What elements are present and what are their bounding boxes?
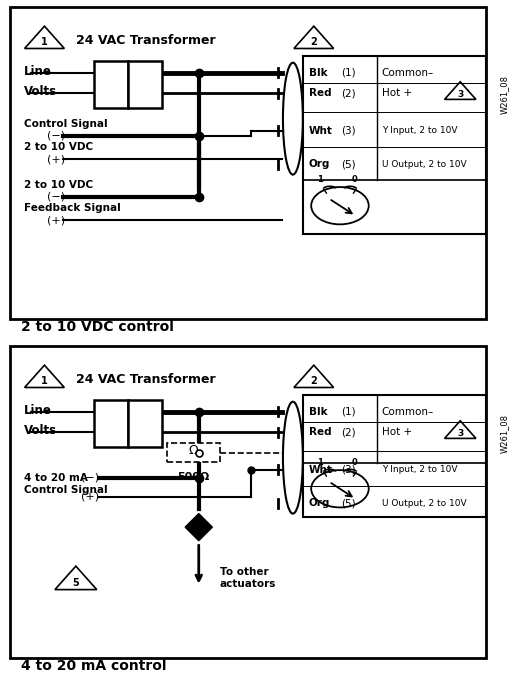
Text: 3: 3 (457, 428, 463, 437)
Bar (128, 400, 162, 447)
Polygon shape (185, 514, 212, 541)
Text: (3): (3) (341, 125, 356, 136)
Text: Org: Org (309, 159, 330, 170)
Ellipse shape (283, 401, 303, 514)
Text: 2 to 10 VDC control: 2 to 10 VDC control (21, 320, 174, 334)
Text: (+): (+) (47, 216, 65, 225)
Text: Red: Red (309, 427, 331, 437)
Text: 1: 1 (317, 176, 323, 184)
Text: 2: 2 (311, 37, 317, 47)
Text: 4 to 20 mA control: 4 to 20 mA control (21, 659, 166, 673)
Text: (+): (+) (81, 492, 99, 502)
Text: 2: 2 (311, 376, 317, 386)
Text: 0: 0 (351, 458, 357, 467)
Text: Line: Line (24, 403, 51, 417)
Text: Y Input, 2 to 10V: Y Input, 2 to 10V (382, 465, 457, 474)
Text: (−): (−) (47, 131, 65, 140)
Text: Line: Line (24, 64, 51, 78)
Text: Volts: Volts (24, 424, 56, 437)
Text: 24 VAC Transformer: 24 VAC Transformer (76, 373, 215, 386)
Text: (−): (−) (81, 473, 99, 483)
Text: Y Input, 2 to 10V: Y Input, 2 to 10V (382, 126, 457, 135)
Text: Volts: Volts (24, 85, 56, 98)
Text: Blk: Blk (309, 407, 327, 417)
Text: (2): (2) (341, 427, 356, 437)
Text: Red: Red (309, 88, 331, 98)
Text: W261_08: W261_08 (500, 75, 509, 115)
Text: (1): (1) (341, 407, 356, 417)
Text: 2 to 10 VDC: 2 to 10 VDC (24, 142, 93, 153)
Bar (94, 61, 128, 108)
Text: 0: 0 (351, 176, 357, 184)
Text: (5): (5) (341, 159, 356, 170)
Text: 24 VAC Transformer: 24 VAC Transformer (76, 34, 215, 47)
Text: 1: 1 (41, 37, 48, 47)
Bar (128, 61, 162, 108)
Text: (−): (−) (47, 192, 65, 201)
Text: Control Signal: Control Signal (24, 485, 107, 495)
Text: Common–: Common– (382, 68, 434, 78)
Text: Hot +: Hot + (382, 427, 412, 437)
Text: (5): (5) (341, 498, 356, 508)
Text: Control Signal: Control Signal (24, 119, 107, 129)
Text: (2): (2) (341, 88, 356, 98)
Text: 2 to 10 VDC: 2 to 10 VDC (24, 180, 93, 190)
Text: 1: 1 (317, 458, 323, 467)
Text: Feedback Signal: Feedback Signal (24, 203, 120, 214)
Text: Common–: Common– (382, 407, 434, 417)
Ellipse shape (283, 62, 303, 174)
Bar (303, 395, 486, 517)
Bar (303, 56, 486, 234)
Text: (3): (3) (341, 464, 356, 475)
Text: U Output, 2 to 10V: U Output, 2 to 10V (382, 499, 467, 508)
Text: 4 to 20 mA: 4 to 20 mA (24, 473, 87, 483)
Text: U Output, 2 to 10V: U Output, 2 to 10V (382, 160, 467, 169)
Text: 5: 5 (73, 578, 79, 588)
Text: (+): (+) (47, 155, 65, 164)
Text: (1): (1) (341, 68, 356, 78)
Text: Wht: Wht (309, 125, 333, 136)
Text: 3: 3 (457, 89, 463, 98)
Text: Blk: Blk (309, 68, 327, 78)
Text: W261_08: W261_08 (500, 414, 509, 454)
Text: To other
actuators: To other actuators (220, 567, 276, 589)
Text: 500Ω: 500Ω (177, 472, 210, 482)
Text: 1: 1 (41, 376, 48, 386)
Text: Wht: Wht (309, 464, 333, 475)
Bar (167, 443, 220, 462)
Text: Ω: Ω (189, 444, 198, 458)
Text: Hot +: Hot + (382, 88, 412, 98)
Bar (94, 400, 128, 447)
Text: Org: Org (309, 498, 330, 508)
